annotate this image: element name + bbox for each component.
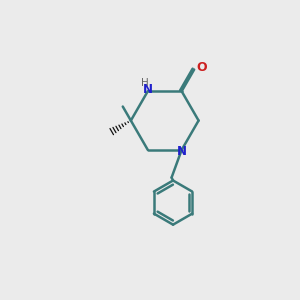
Text: N: N — [143, 83, 153, 96]
Text: O: O — [196, 61, 207, 74]
Text: H: H — [141, 78, 149, 88]
Text: N: N — [177, 145, 187, 158]
